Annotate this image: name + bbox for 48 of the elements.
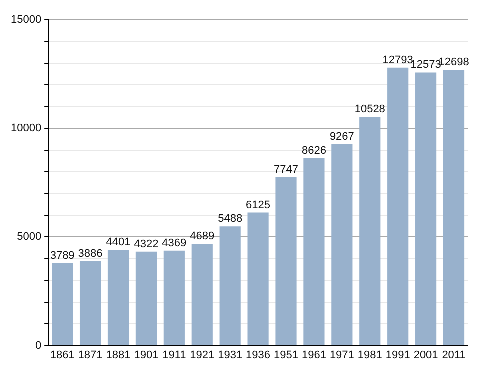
y-tick-label: 5000	[17, 231, 42, 244]
data-label: 3886	[78, 248, 103, 260]
data-label: 5488	[218, 213, 243, 226]
x-tick-label: 1921	[190, 349, 215, 362]
data-label: 4401	[106, 236, 131, 249]
bar	[388, 68, 409, 346]
bar	[332, 144, 353, 346]
x-tick-label: 1931	[218, 349, 243, 362]
bar	[52, 264, 74, 346]
x-tick-label: 1871	[78, 349, 103, 362]
x-tick-label: 1861	[50, 349, 75, 362]
data-label: 4322	[134, 238, 159, 250]
y-tick-label: 0	[35, 340, 42, 352]
bar	[360, 117, 381, 346]
x-tick-label: 1961	[302, 349, 326, 362]
bar	[248, 212, 269, 346]
bar	[304, 158, 325, 346]
data-label: 12573	[410, 59, 442, 72]
bar	[443, 70, 465, 346]
data-label: 3789	[50, 250, 75, 262]
x-tick-label: 2011	[442, 349, 466, 362]
data-label: 8626	[302, 144, 326, 157]
data-label: 4369	[162, 237, 187, 250]
data-label: 10528	[354, 104, 386, 116]
bar	[276, 178, 297, 346]
data-label: 6125	[246, 199, 271, 212]
data-label: 9267	[330, 131, 354, 144]
bar	[80, 261, 102, 346]
y-tick-label: 15000	[10, 14, 42, 26]
x-tick-label: 1981	[358, 349, 382, 362]
x-tick-label: 1901	[134, 349, 159, 362]
x-tick-label: 1936	[246, 349, 271, 362]
bar	[136, 252, 157, 346]
bar	[164, 250, 185, 346]
bar	[192, 244, 213, 346]
data-label: 4689	[190, 230, 215, 242]
x-tick-label: 2001	[414, 349, 438, 362]
data-label: 7747	[274, 164, 298, 176]
x-tick-label: 1991	[386, 349, 410, 362]
bar	[108, 250, 130, 346]
x-tick-label: 1951	[274, 349, 298, 362]
y-tick-label: 10000	[10, 122, 42, 135]
bar	[220, 226, 241, 346]
data-label: 12793	[382, 54, 414, 66]
x-tick-label: 1911	[162, 349, 186, 362]
x-tick-label: 1881	[106, 349, 131, 362]
x-tick-label: 1971	[330, 349, 354, 362]
bar	[416, 72, 437, 346]
